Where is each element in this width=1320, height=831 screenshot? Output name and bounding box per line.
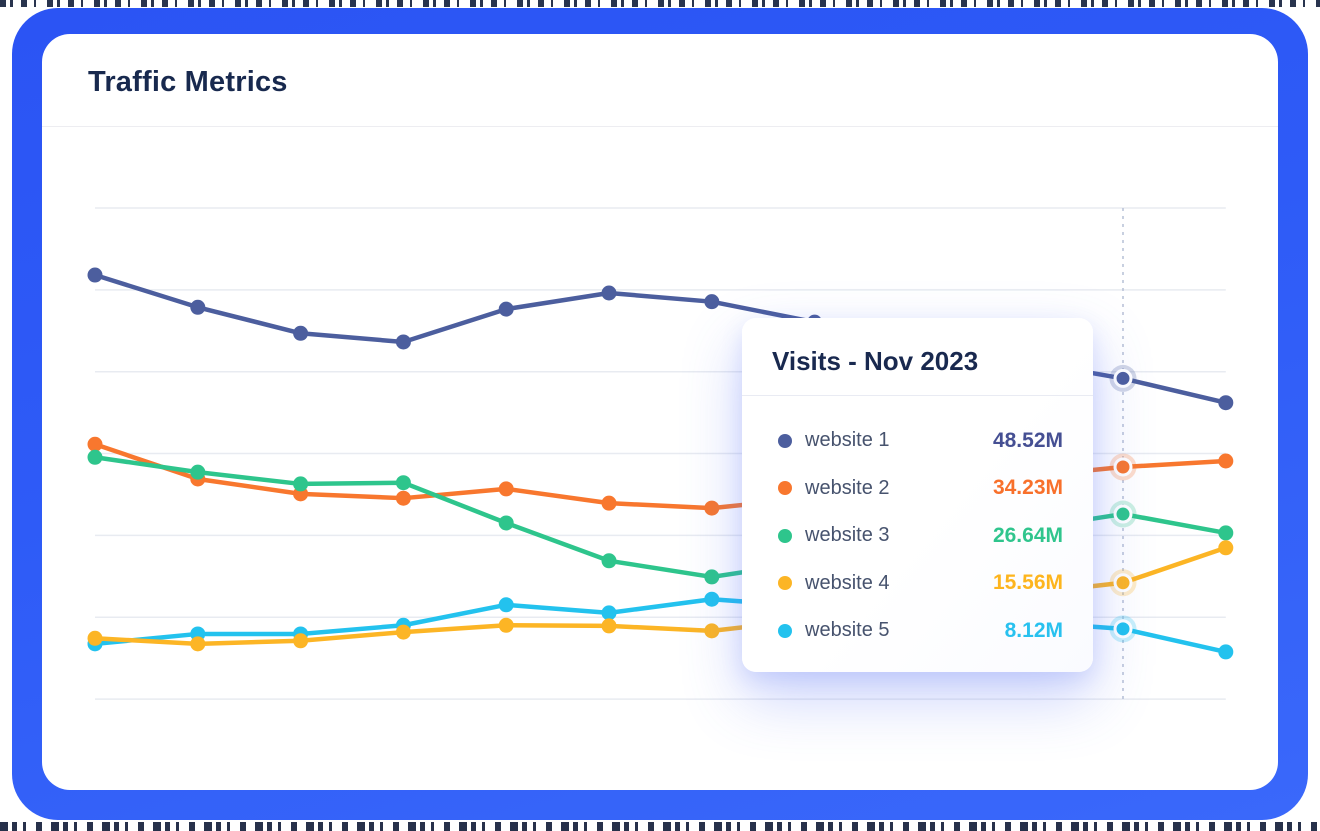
tooltip-row: website 3 26.64M [742,512,1093,560]
tooltip-rows: website 1 48.52M website 2 34.23M website 3 2… [742,396,1093,655]
header-divider [42,126,1278,127]
tooltip-row-value: 8.12M [1004,618,1063,642]
tooltip-row-label: website 2 [805,476,890,499]
cropped-background-text-top [0,0,1320,7]
series-dot-icon [778,576,792,591]
series-dot-icon [778,623,792,638]
series-dot-icon [778,528,792,543]
series-dot-icon [778,481,792,496]
tooltip-title: Visits - Nov 2023 [772,346,979,376]
tooltip-row-value: 48.52M [992,428,1063,452]
tooltip-row-label: website 5 [805,619,890,642]
tooltip-row-label: website 3 [805,524,890,547]
tooltip-row: website 5 8.12M [742,607,1093,655]
tooltip-row-value: 15.56M [992,571,1063,595]
tooltip-row: website 4 15.56M [742,560,1093,608]
tooltip-row-value: 34.23M [992,476,1063,500]
chart-tooltip: Visits - Nov 2023 website 1 48.52M website… [742,318,1093,672]
tooltip-row: website 1 48.52M [742,417,1093,465]
tooltip-row: website 2 34.23M [742,465,1093,513]
series-dot-icon [778,433,792,448]
page-title: Traffic Metrics [88,66,288,98]
tooltip-row-label: website 4 [805,571,890,594]
cropped-background-text-bottom [0,822,1320,831]
tooltip-row-value: 26.64M [992,523,1063,547]
tooltip-row-label: website 1 [805,429,890,452]
